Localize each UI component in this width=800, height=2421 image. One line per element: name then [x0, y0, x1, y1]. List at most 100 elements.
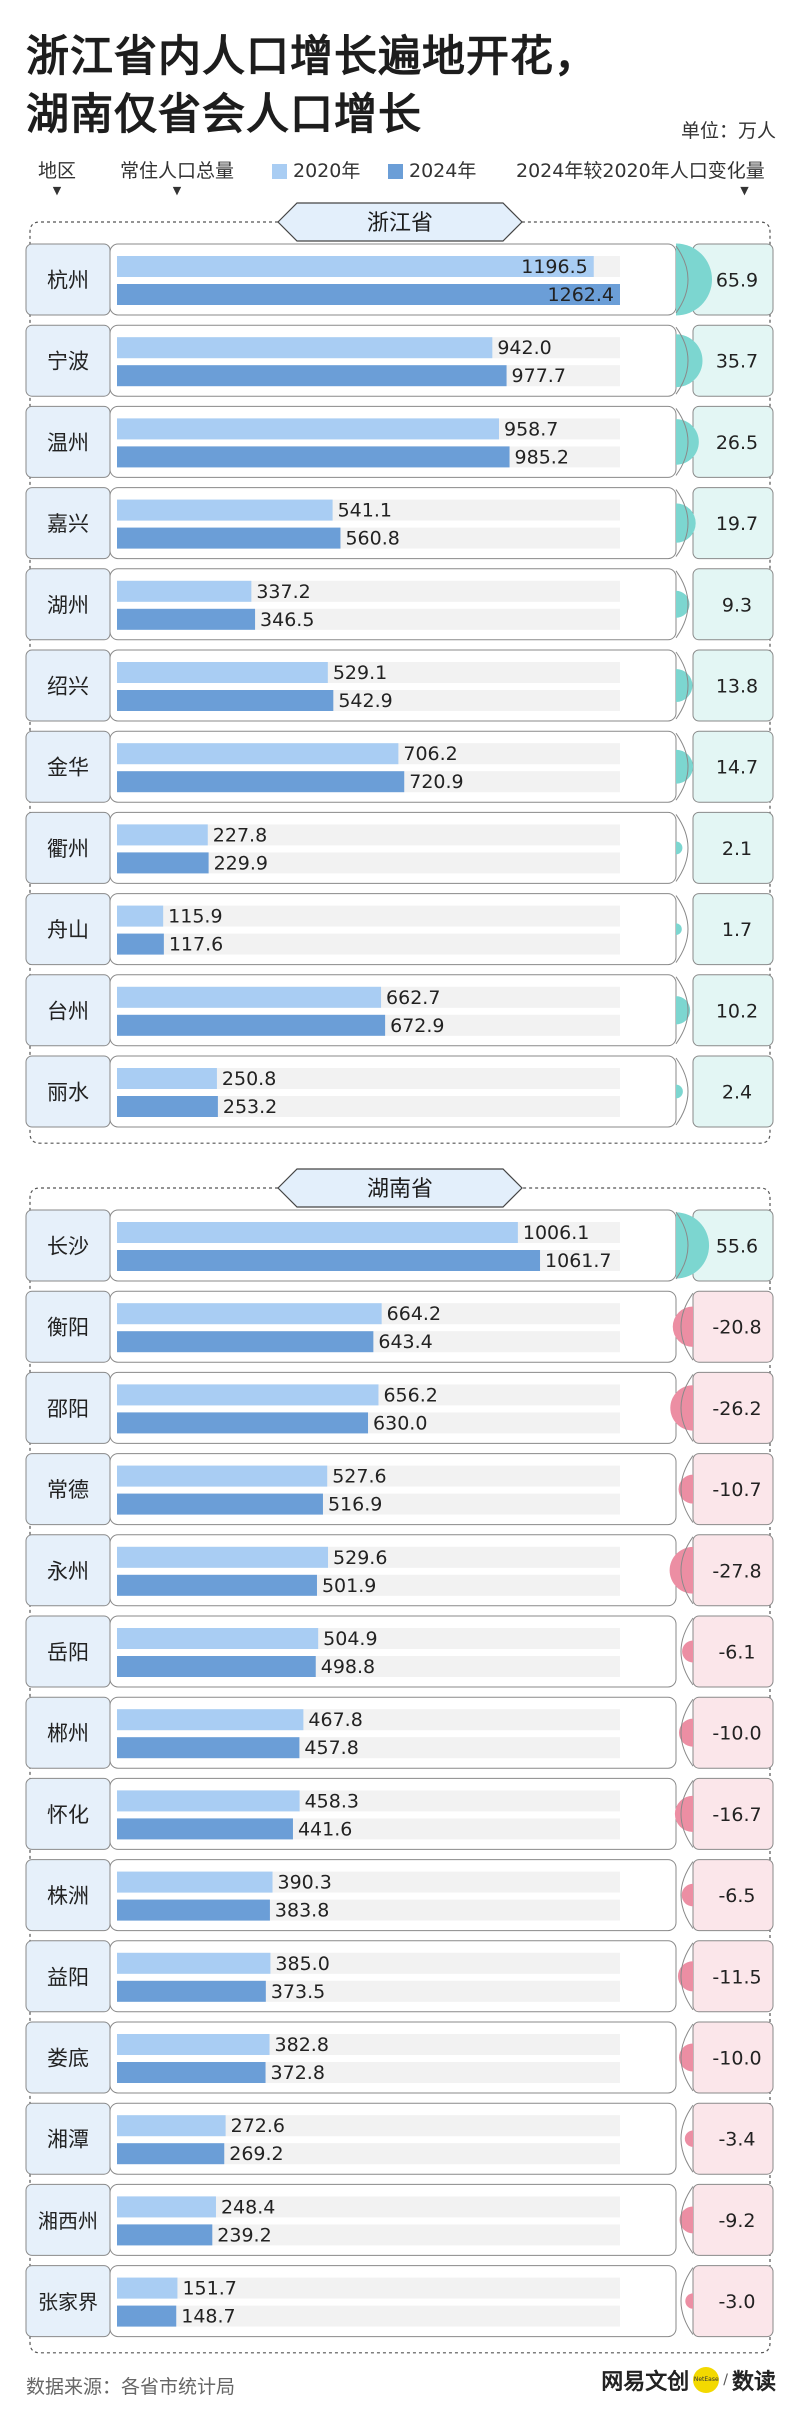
brand-sub: 数读 — [731, 2370, 776, 2395]
value-label-2024: 498.8 — [321, 1656, 375, 1678]
change-circle — [676, 1212, 710, 1279]
value-label-2020: 467.8 — [308, 1709, 362, 1731]
bar-2024 — [117, 2224, 213, 2246]
value-label-2024: 720.9 — [409, 771, 463, 793]
change-bracket — [680, 1536, 694, 1605]
bar-2020 — [117, 337, 493, 359]
header-change: 2024年较2020年人口变化量 ▼ — [516, 156, 765, 196]
legend-2024-label: 2024年 — [409, 160, 477, 182]
change-circle — [676, 503, 696, 543]
legend-2020-swatch — [272, 164, 287, 179]
change-bracket — [675, 814, 689, 882]
value-label-2020: 662.7 — [386, 987, 440, 1009]
bar-2024 — [117, 1493, 323, 1515]
bar-2024 — [117, 608, 256, 630]
bar-track-2020 — [117, 2277, 620, 2299]
change-bracket — [675, 651, 689, 720]
change-value: -10.0 — [712, 1723, 761, 1745]
city-label: 衢州 — [47, 837, 89, 861]
bar-2020 — [117, 1303, 382, 1325]
bar-2024 — [117, 365, 507, 387]
change-value: 1.7 — [722, 919, 752, 941]
value-label-2024: 560.8 — [345, 528, 399, 550]
city-label: 嘉兴 — [47, 512, 89, 536]
change-value: 10.2 — [716, 1000, 758, 1022]
change-value: 26.5 — [716, 432, 758, 454]
change-bracket — [675, 570, 689, 639]
header-change-arrow-icon: ▼ — [740, 184, 749, 197]
value-label-2020: 942.0 — [497, 337, 551, 359]
bar-2024 — [117, 1980, 266, 2002]
value-label-2024: 672.9 — [390, 1015, 444, 1037]
chart-title: 浙江省内人口增长遍地开花， 湖南仅省会人口增长 — [26, 28, 666, 144]
change-bracket — [675, 732, 689, 801]
change-bracket — [675, 1057, 689, 1126]
bar-2020 — [117, 2196, 216, 2218]
change-circle — [678, 2043, 693, 2072]
change-circle — [676, 669, 693, 702]
bar-track-2020 — [117, 1068, 620, 1089]
brand-badge-icon: NetEase — [693, 2367, 720, 2393]
value-label-2024: 117.6 — [169, 934, 223, 956]
change-circle — [676, 1084, 683, 1099]
unit-label: 单位：万人 — [680, 120, 776, 142]
change-value: 14.7 — [716, 757, 758, 779]
change-value: -6.1 — [718, 1642, 755, 1664]
bar-2020 — [117, 580, 252, 602]
value-label-2024: 148.7 — [181, 2306, 235, 2328]
bar-2024 — [117, 690, 334, 711]
value-label-2024: 383.8 — [275, 1900, 329, 1922]
value-label-2024: 1061.7 — [545, 1250, 611, 1272]
change-value: 55.6 — [716, 1236, 758, 1258]
change-bracket — [675, 1211, 689, 1280]
city-label: 衡阳 — [47, 1316, 89, 1340]
change-bracket — [680, 1455, 694, 1523]
bar-2020 — [117, 2034, 270, 2055]
header-region-label: 地区 — [38, 160, 77, 182]
change-bracket — [675, 245, 689, 314]
brand-logo: 网易文创 NetEase / 数读 — [601, 2364, 776, 2396]
bar-track-2024 — [117, 2143, 620, 2165]
bar-track-2024 — [117, 933, 620, 955]
change-bracket — [680, 2186, 694, 2254]
bar-2020 — [117, 418, 499, 440]
change-circle — [676, 923, 682, 935]
city-label: 郴州 — [47, 1722, 89, 1746]
bar-2020 — [117, 1628, 319, 1649]
change-circle — [676, 419, 699, 465]
change-circle — [677, 1961, 693, 1992]
value-label-2020: 706.2 — [403, 743, 457, 765]
change-bracket — [675, 976, 689, 1045]
bar-2024 — [117, 1656, 316, 1677]
value-label-2020: 227.8 — [213, 824, 267, 846]
city-label: 张家界 — [38, 2290, 98, 2314]
bar-2020 — [117, 2277, 178, 2299]
change-circle — [678, 1474, 693, 1504]
bar-2024 — [117, 527, 341, 549]
change-value: -11.5 — [712, 1966, 761, 1988]
legend-2020: 2020年 — [272, 156, 360, 183]
change-bracket — [680, 1698, 694, 1767]
city-label: 丽水 — [47, 1081, 89, 1105]
change-circle — [681, 1883, 693, 1907]
change-circle — [685, 2293, 693, 2309]
bar-2020 — [117, 256, 594, 277]
change-circle — [679, 2206, 693, 2234]
value-label-2020: 151.7 — [182, 2278, 236, 2300]
header-region: 地区 ▼ — [38, 156, 76, 196]
bar-2020 — [117, 1790, 300, 1812]
bar-2020 — [117, 905, 164, 927]
change-circle — [670, 1385, 693, 1431]
value-label-2024: 985.2 — [515, 446, 569, 468]
bar-2024 — [117, 771, 405, 793]
data-source: 数据来源：各省市统计局 — [26, 2376, 236, 2398]
legend-2020-label: 2020年 — [293, 160, 361, 182]
bar-2024 — [117, 2305, 177, 2327]
legend-2024-swatch — [388, 164, 403, 179]
city-label: 岳阳 — [47, 1641, 89, 1665]
value-label-2024: 457.8 — [304, 1737, 358, 1759]
bar-2024 — [117, 1096, 218, 1117]
header-total: 常住人口总量 ▼ — [120, 156, 234, 196]
bar-track-2020 — [117, 824, 620, 846]
value-label-2020: 458.3 — [305, 1790, 359, 1812]
